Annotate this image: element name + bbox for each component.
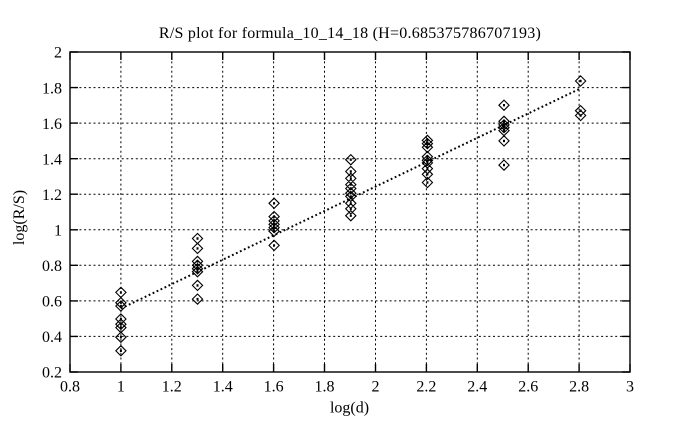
svg-text:1.2: 1.2 <box>162 379 182 396</box>
svg-text:1.6: 1.6 <box>264 379 284 396</box>
svg-text:1.8: 1.8 <box>315 379 335 396</box>
svg-text:0.6: 0.6 <box>42 294 62 311</box>
svg-text:1.4: 1.4 <box>213 379 233 396</box>
svg-text:2: 2 <box>54 45 62 62</box>
svg-text:3: 3 <box>626 379 634 396</box>
svg-text:2: 2 <box>372 379 380 396</box>
svg-text:1: 1 <box>54 223 62 240</box>
svg-text:1.6: 1.6 <box>42 116 62 133</box>
svg-text:2.8: 2.8 <box>569 379 589 396</box>
svg-text:log(R/S): log(R/S) <box>11 190 28 245</box>
svg-text:2.2: 2.2 <box>416 379 436 396</box>
svg-text:0.4: 0.4 <box>42 329 62 346</box>
svg-text:0.8: 0.8 <box>60 379 80 396</box>
svg-text:R/S plot for formula_10_14_18: R/S plot for formula_10_14_18 (H=0.68537… <box>159 25 541 42</box>
svg-text:0.2: 0.2 <box>42 365 62 382</box>
svg-text:2.4: 2.4 <box>467 379 487 396</box>
svg-text:2.6: 2.6 <box>518 379 538 396</box>
svg-text:log(d): log(d) <box>330 399 369 416</box>
svg-text:1.4: 1.4 <box>42 151 62 168</box>
svg-text:0.8: 0.8 <box>42 258 62 275</box>
svg-text:1.8: 1.8 <box>42 80 62 97</box>
svg-text:1.2: 1.2 <box>42 187 62 204</box>
svg-text:1: 1 <box>117 379 125 396</box>
